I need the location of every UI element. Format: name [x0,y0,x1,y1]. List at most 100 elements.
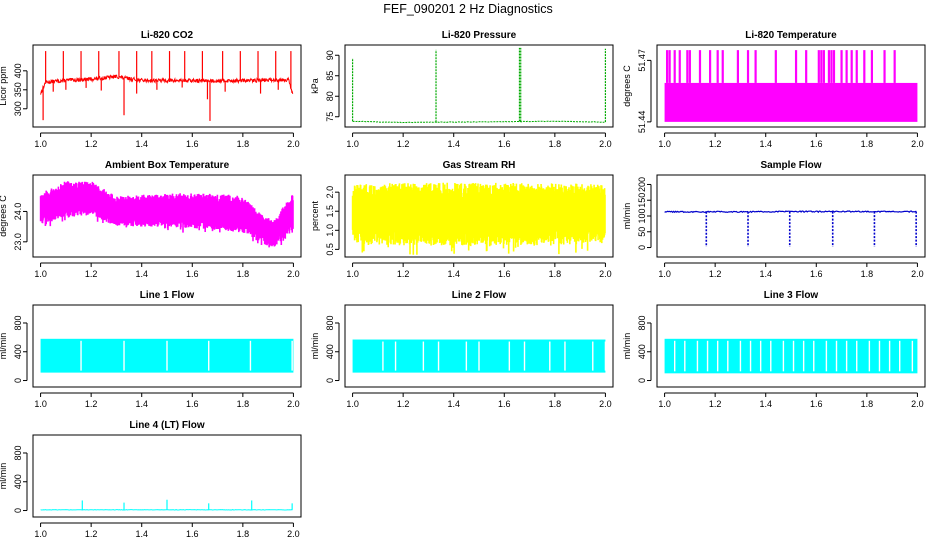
x-tick-label: 2.0 [599,139,612,149]
panel-title: Line 4 (LT) Flow [129,420,205,431]
y-axis-label: percent [310,200,320,231]
panel-co2: Li-820 CO2 1.0 1.2 1.4 1.6 1.8 2.0 300 350 400 Lic… [0,30,302,149]
y-tick-label: 50 [637,227,647,237]
y-tick-label: 2.0 [325,186,335,199]
x-tick-label: 1.4 [447,269,460,279]
y-tick-label: 400 [325,344,335,359]
x-tick-label: 1.0 [658,399,671,409]
sample-series [664,210,917,247]
x-tick-label: 1.2 [397,399,410,409]
y-tick-label: 80 [325,91,335,101]
y-tick-label: 0 [637,378,647,383]
x-tick-label: 1.6 [498,399,511,409]
panel-rh: Gas Stream RH 1.0 1.2 1.4 1.6 1.8 2.0 0.5 1.0 1.5… [310,160,614,279]
x-tick-label: 1.4 [447,139,460,149]
x-tick-label: 2.0 [287,529,300,539]
y-tick-label: 800 [13,315,23,330]
panel-sample: Sample Flow 1.0 1.2 1.4 1.6 1.8 2.0 0 50 10015020… [622,160,926,279]
x-tick-label: 1.0 [34,529,47,539]
plot-frame [32,434,302,518]
band-mark [664,82,918,122]
y-tick-label: 90 [325,50,335,60]
x-tick-label: 1.0 [34,269,47,279]
y-axis-label: degrees C [0,195,8,237]
series-line [352,120,605,124]
figure-title: FEF_090201 2 Hz Diagnostics [383,2,553,16]
x-tick-label: 1.4 [759,269,772,279]
y-tick-label: 0.5 [325,243,335,256]
x-tick-label: 2.0 [287,139,300,149]
line4-series [40,499,293,511]
panel-title: Li-820 CO2 [141,30,194,41]
x-tick-label: 1.2 [397,139,410,149]
y-tick-label: 100 [637,208,647,223]
y-tick-label: 150 [637,193,647,208]
x-tick-label: 1.0 [346,269,359,279]
line3-series [664,338,918,374]
x-tick-label: 1.0 [34,139,47,149]
x-tick-label: 1.8 [861,269,874,279]
series-band [39,181,294,248]
x-tick-label: 1.2 [397,269,410,279]
y-axis-label: degrees C [622,65,632,107]
x-tick-label: 2.0 [599,269,612,279]
rh-series [351,182,606,255]
x-tick-label: 1.0 [658,139,671,149]
panel-pressure: Li-820 Pressure 1.0 1.2 1.4 1.6 1.8 2.0 75 80 85 9… [310,30,614,149]
pressure-series [351,47,607,124]
x-tick-label: 1.4 [135,269,148,279]
panel-temperature: Li-820 Temperature 1.0 1.2 1.4 1.6 1.8 2.0 51.4… [622,30,926,149]
x-tick-label: 2.0 [287,269,300,279]
x-tick-label: 1.4 [135,529,148,539]
x-tick-label: 1.6 [186,399,199,409]
panel-title: Gas Stream RH [443,160,516,171]
x-tick-label: 1.2 [709,399,722,409]
plot-frame [344,44,614,128]
x-tick-label: 2.0 [911,139,924,149]
x-tick-label: 2.0 [599,399,612,409]
series-line [40,74,294,95]
x-tick-label: 1.6 [186,269,199,279]
plot-frame [344,174,614,258]
panel-title: Line 3 Flow [764,290,819,301]
y-tick-label: 0 [13,508,23,513]
x-tick-label: 1.6 [186,139,199,149]
panel-line4: Line 4 (LT) Flow 1.0 1.2 1.4 1.6 1.8 2.0 0 400 80… [0,420,302,539]
x-tick-label: 1.6 [498,139,511,149]
x-tick-label: 1.0 [658,269,671,279]
y-tick-label: 1.0 [325,224,335,237]
plot-frame [656,174,926,258]
panels-grid: Li-820 CO2 1.0 1.2 1.4 1.6 1.8 2.0 300 350 400 Lic… [0,30,926,539]
x-tick-label: 1.6 [498,269,511,279]
y-tick-label: 800 [13,445,23,460]
plot-frame [344,304,614,388]
panel-title: Li-820 Temperature [745,30,837,41]
y-tick-label: 300 [13,101,23,116]
panel-line1: Line 1 Flow 1.0 1.2 1.4 1.6 1.8 2.0 0 400 800 ml/m… [0,290,302,409]
plot-frame [32,174,302,258]
panel-line3: Line 3 Flow 1.0 1.2 1.4 1.6 1.8 2.0 0 400 800 ml/m… [622,290,926,409]
panel-title: Line 2 Flow [452,290,507,301]
y-tick-label: 400 [13,474,23,489]
plot-frame [656,44,926,128]
plot-frame [656,304,926,388]
x-tick-label: 1.0 [346,399,359,409]
x-tick-label: 1.8 [237,269,250,279]
x-tick-label: 1.6 [810,139,823,149]
x-tick-label: 1.2 [709,139,722,149]
y-tick-label: 23.0 [13,233,23,251]
x-tick-label: 1.0 [34,399,47,409]
temperature-series [664,50,918,122]
panel-ambient: Ambient Box Temperature 1.0 1.2 1.4 1.6 1.8 2.… [0,160,302,279]
x-tick-label: 1.8 [237,529,250,539]
y-tick-label: 85 [325,71,335,81]
y-tick-label: 75 [325,112,335,122]
x-tick-label: 1.2 [85,529,98,539]
x-tick-label: 1.0 [346,139,359,149]
x-tick-label: 1.2 [85,399,98,409]
y-axis-label: ml/min [622,333,632,360]
x-tick-label: 1.8 [549,139,562,149]
panel-title: Sample Flow [760,160,821,171]
y-tick-label: 51.47 [637,49,647,72]
